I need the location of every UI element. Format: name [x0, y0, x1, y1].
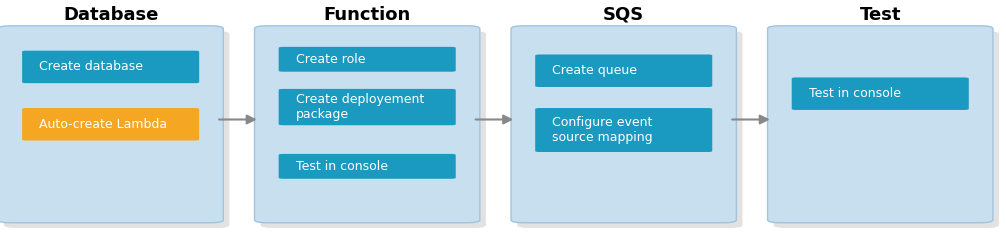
Text: Function: Function — [324, 6, 410, 24]
FancyBboxPatch shape — [279, 89, 456, 125]
FancyBboxPatch shape — [4, 31, 229, 228]
FancyBboxPatch shape — [22, 108, 199, 141]
Text: Configure event
source mapping: Configure event source mapping — [552, 116, 653, 144]
FancyBboxPatch shape — [511, 26, 736, 223]
FancyBboxPatch shape — [22, 51, 199, 83]
Text: Test in console: Test in console — [296, 160, 387, 173]
FancyBboxPatch shape — [279, 154, 456, 179]
FancyBboxPatch shape — [535, 54, 712, 87]
Text: SQS: SQS — [603, 6, 645, 24]
FancyBboxPatch shape — [774, 31, 999, 228]
FancyBboxPatch shape — [279, 47, 456, 72]
Text: Create role: Create role — [296, 53, 365, 66]
FancyBboxPatch shape — [517, 31, 742, 228]
Text: Database: Database — [63, 6, 158, 24]
Text: Test: Test — [859, 6, 901, 24]
FancyBboxPatch shape — [792, 77, 969, 110]
FancyBboxPatch shape — [255, 26, 480, 223]
Text: Test in console: Test in console — [809, 87, 900, 100]
FancyBboxPatch shape — [768, 26, 993, 223]
Text: Auto-create Lambda: Auto-create Lambda — [39, 118, 167, 131]
FancyBboxPatch shape — [535, 108, 712, 152]
FancyBboxPatch shape — [0, 26, 223, 223]
Text: Create queue: Create queue — [552, 64, 637, 77]
Text: Create deployement
package: Create deployement package — [296, 93, 424, 121]
Text: Create database: Create database — [39, 60, 143, 73]
FancyBboxPatch shape — [261, 31, 486, 228]
